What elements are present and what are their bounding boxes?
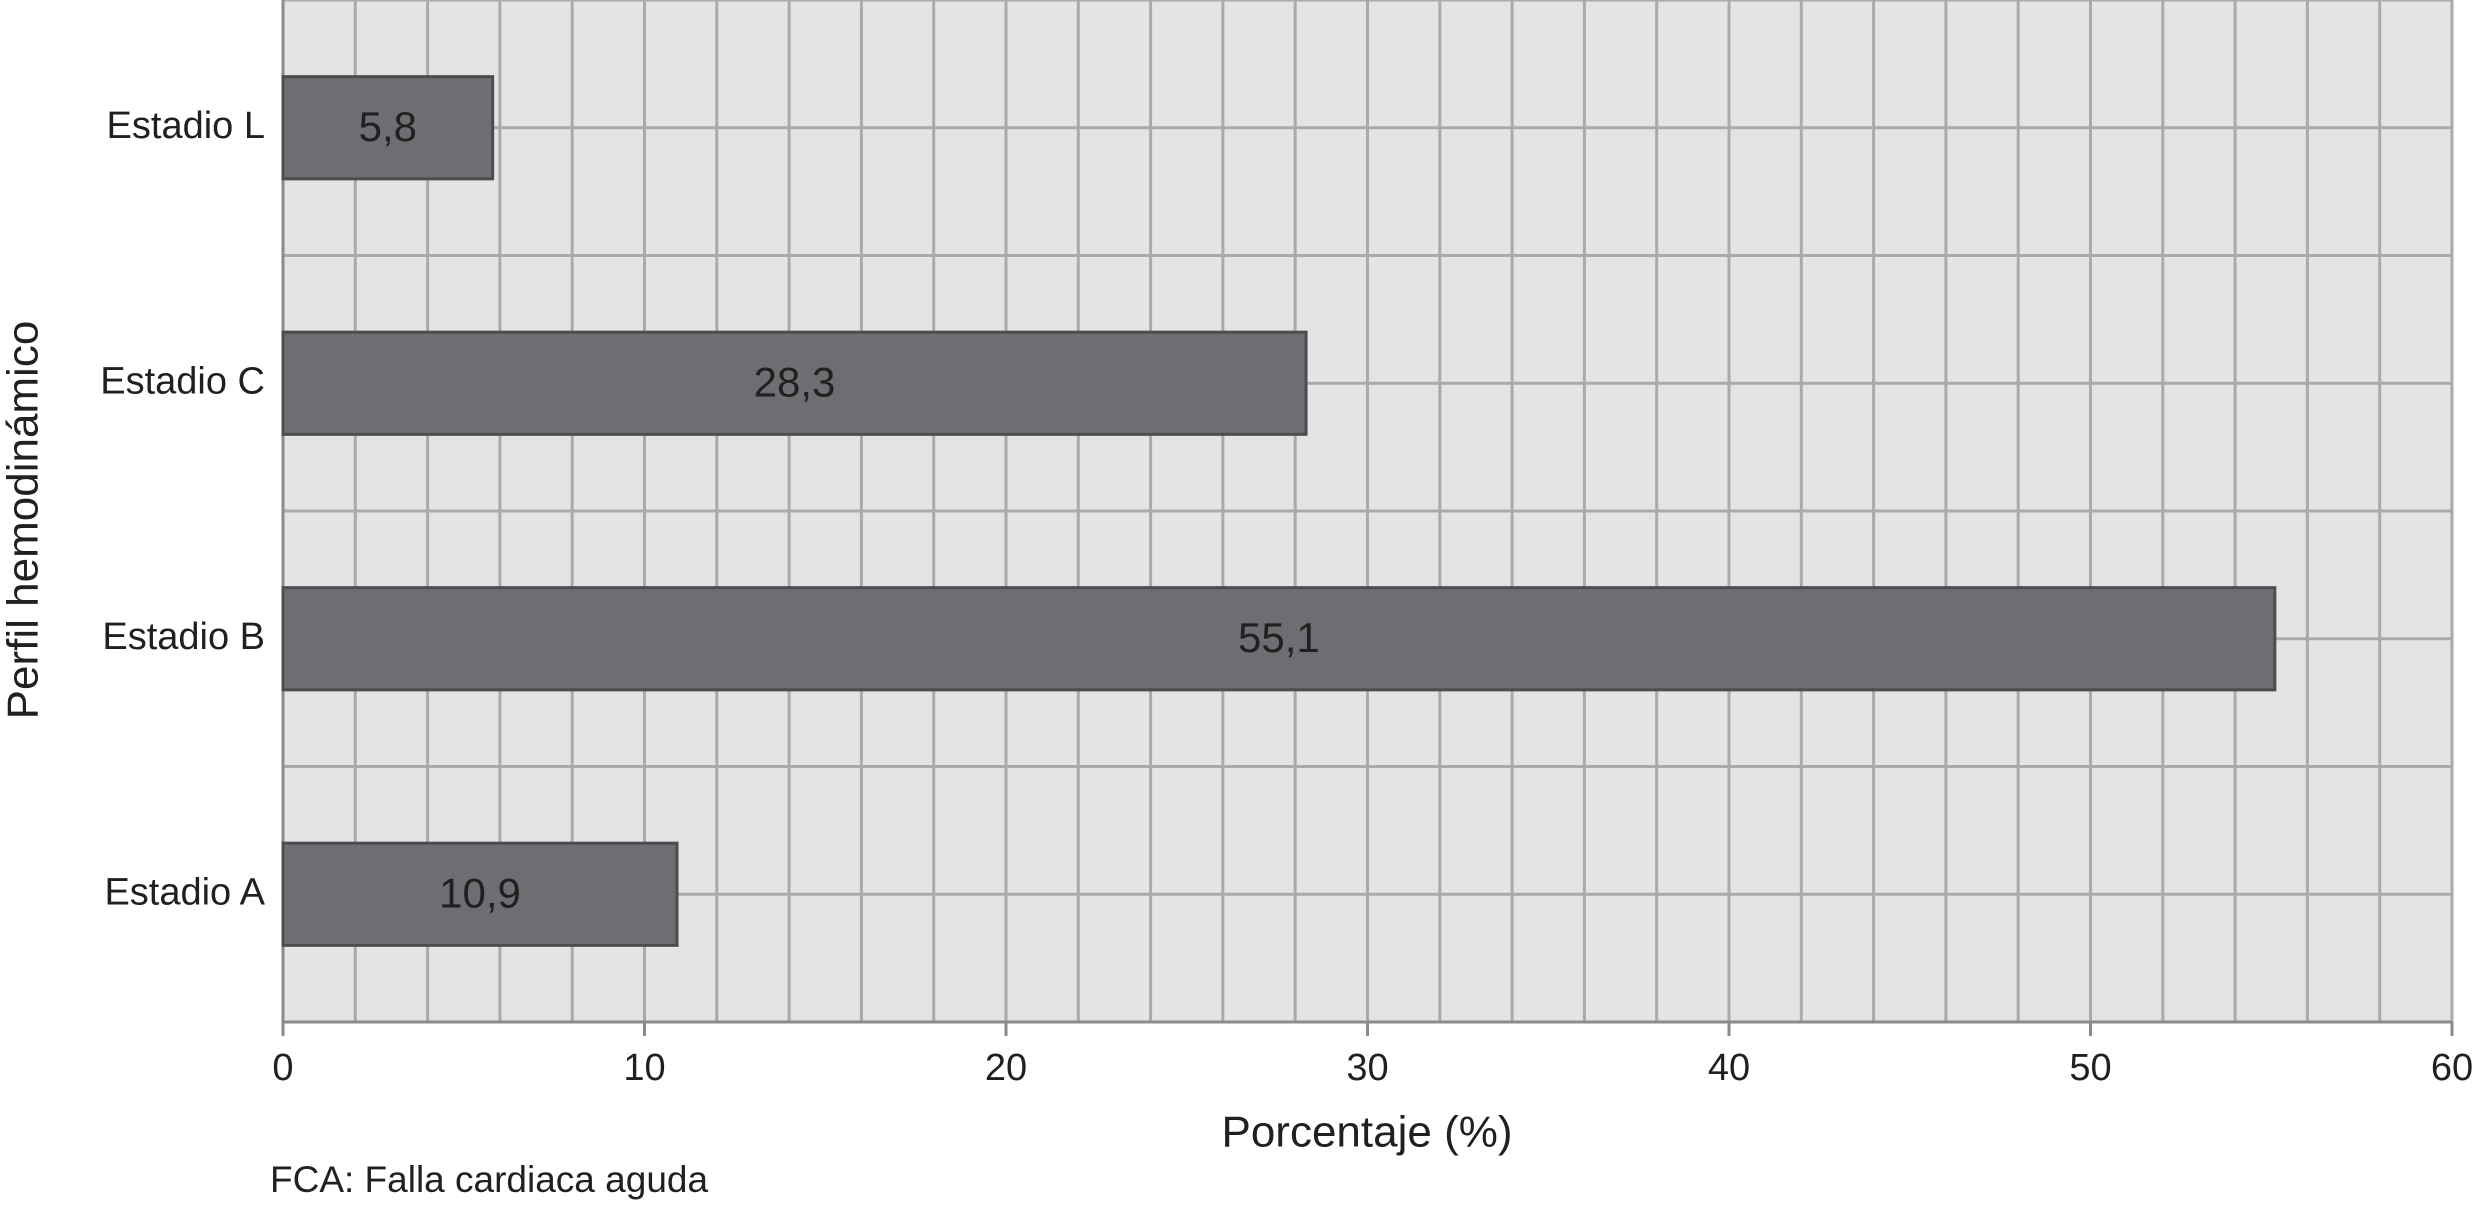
bar (281, 330, 1308, 436)
y-axis-title: Perfil hemodinámico (0, 321, 48, 720)
footnote: FCA: Falla cardiaca aguda (270, 1159, 708, 1200)
x-tick-label: 40 (1708, 1047, 1750, 1089)
x-tick-label: 0 (272, 1047, 293, 1089)
value-label: 5,8 (359, 103, 417, 150)
bar (281, 75, 495, 181)
y-tick-label: Estadio A (104, 871, 265, 913)
bar (281, 586, 2277, 692)
value-label: 10,9 (439, 869, 521, 916)
y-tick-label: Estadio B (102, 616, 265, 658)
x-tick-label: 50 (2069, 1047, 2111, 1089)
x-tick-label: 30 (1346, 1047, 1388, 1089)
x-tick-label: 10 (623, 1047, 665, 1089)
y-tick-label: Estadio C (100, 360, 265, 402)
value-label: 55,1 (1238, 614, 1320, 661)
x-tick-label: 20 (985, 1047, 1027, 1089)
x-axis-title: Porcentaje (%) (1221, 1108, 1512, 1157)
y-tick-label: Estadio L (107, 105, 265, 147)
x-tick-label: 60 (2431, 1047, 2473, 1089)
value-label: 28,3 (754, 358, 836, 405)
bar (281, 841, 679, 947)
